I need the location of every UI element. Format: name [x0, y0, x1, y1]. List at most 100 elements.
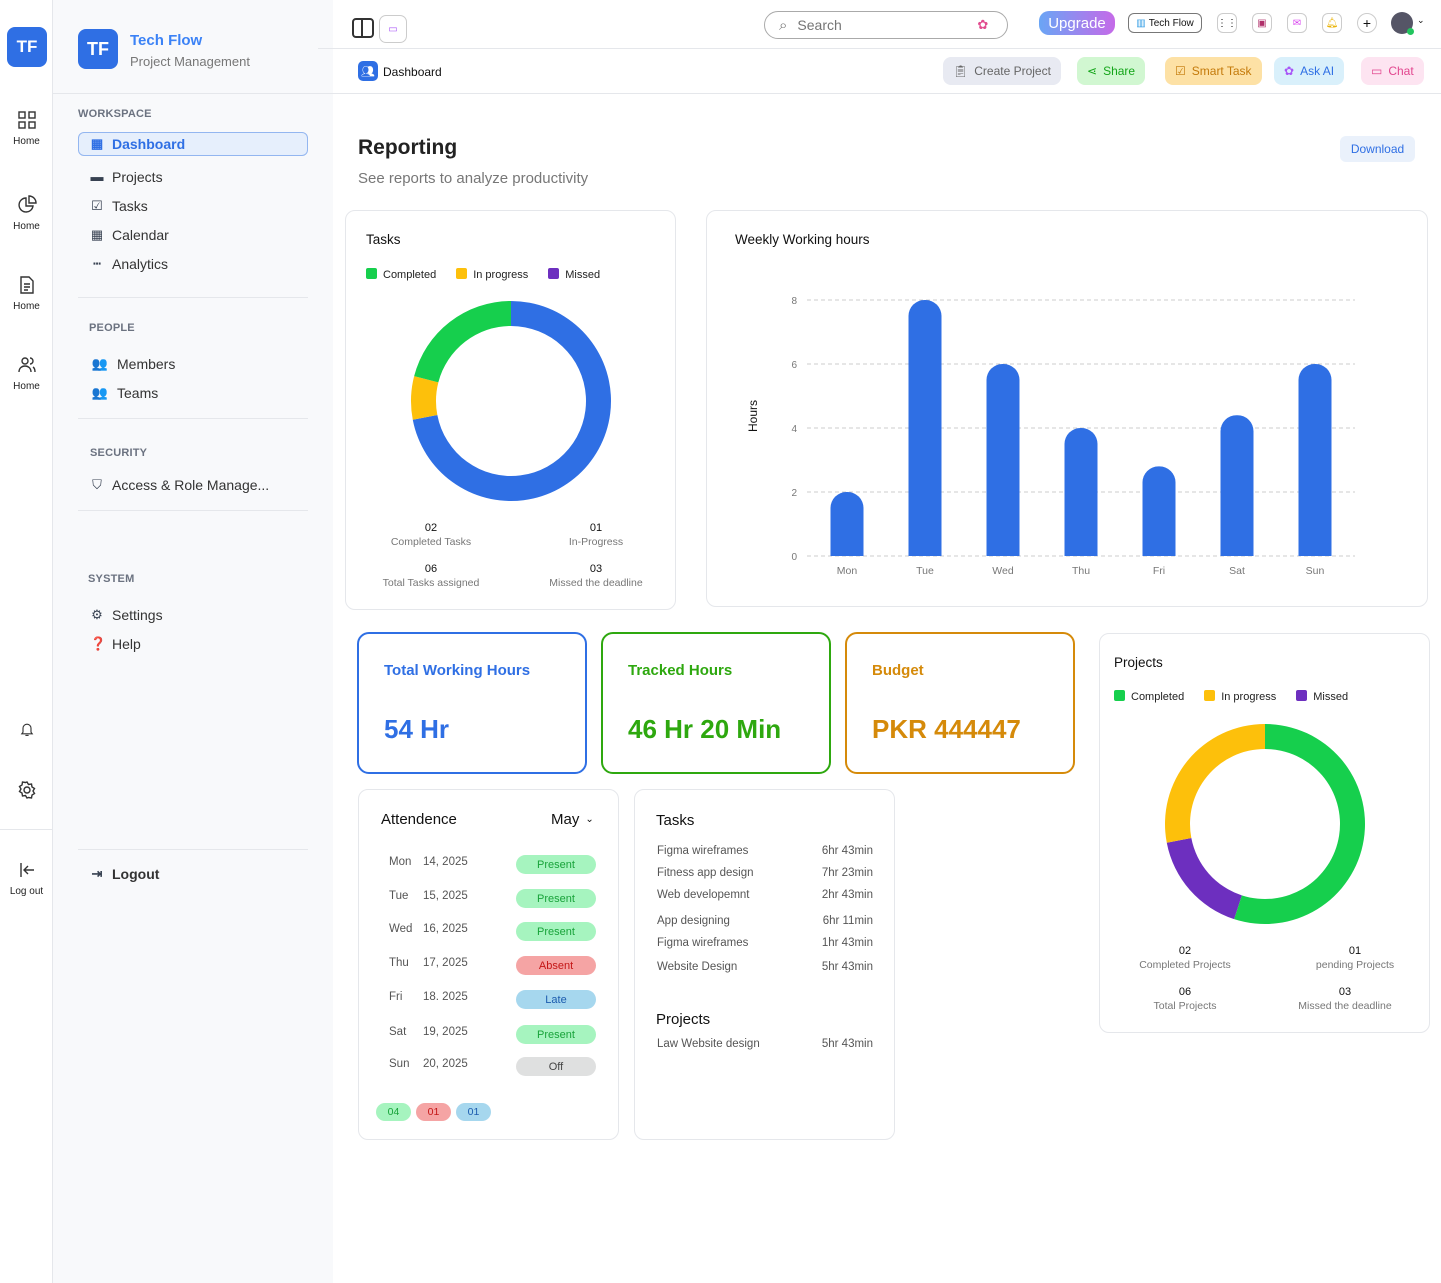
rail-notifications[interactable] — [0, 721, 53, 743]
avatar[interactable] — [1391, 12, 1414, 35]
bar-base — [986, 540, 1020, 556]
sidebar-item-projects[interactable]: ▬ Projects — [90, 169, 163, 185]
kpi-title: Total Working Hours — [384, 662, 531, 679]
bar-thu — [1064, 428, 1098, 556]
bell-icon[interactable]: 🔔︎ — [1322, 13, 1342, 33]
bar-base — [1064, 540, 1098, 556]
reports-icon[interactable]: ▣ — [1252, 13, 1272, 33]
brand-logo: TF — [78, 29, 118, 69]
brand-subtitle: Project Management — [130, 54, 250, 69]
sidebar-item-calendar[interactable]: ▦ Calendar — [90, 227, 169, 243]
upgrade-button[interactable]: Upgrade — [1039, 11, 1115, 35]
y-tick-label: 0 — [791, 552, 797, 563]
sidebar-logout[interactable]: ⇥ Logout — [91, 866, 160, 882]
panel-toggle-icon[interactable] — [352, 18, 374, 38]
dashboard-icon: 👥︎ — [358, 61, 378, 81]
bar-base — [830, 540, 864, 556]
stat-total: 06 Total Projects — [1153, 986, 1217, 1012]
sidebar-item-dashboard[interactable]: ▦ Dashboard — [78, 132, 308, 156]
calendar-icon: ▦ — [90, 227, 104, 242]
ai-sparkle-icon[interactable]: ✿ — [977, 17, 989, 32]
sidebar-item-teams[interactable]: 👥 Teams — [91, 385, 159, 401]
rail-logout[interactable]: Log out — [0, 860, 53, 897]
legend-missed: Missed — [548, 268, 600, 281]
apps-icon[interactable]: ⋮⋮ — [1217, 13, 1237, 33]
rail-item-home[interactable]: Home — [0, 110, 53, 147]
ask-ai-button[interactable]: ✿ Ask AI — [1274, 57, 1345, 85]
late-count-badge: 01 — [456, 1103, 491, 1121]
rail-item-reports[interactable]: Home — [0, 195, 53, 232]
gear-icon — [18, 781, 35, 799]
share-button[interactable]: ⋖ Share — [1077, 57, 1146, 85]
page-subtitle: See reports to analyze productivity — [358, 170, 589, 187]
add-icon[interactable]: + — [1357, 13, 1377, 33]
shield-icon: ⛉ — [92, 477, 102, 492]
attendance-row: Wed 16, 2025 Present — [389, 922, 599, 941]
clipboard-check-icon: ☑ — [1175, 64, 1186, 78]
rail-item-users[interactable]: Home — [0, 355, 53, 392]
sidebar-item-tasks[interactable]: ☑ Tasks — [91, 198, 148, 214]
sidebar-item-access-roles[interactable]: ⛉ Access & Role Manage... — [90, 477, 269, 493]
status-badge: Absent — [516, 956, 596, 975]
rail-logo[interactable]: TF — [7, 27, 47, 67]
tasks-donut-chart — [411, 301, 611, 501]
help-icon: ❓ — [90, 636, 107, 651]
weekly-hours-card: Weekly Working hours 0 2 4 6 8 Hours Mon Tue Wed… — [706, 210, 1428, 607]
gear-icon: ⚙ — [91, 607, 103, 622]
sidebar-item-analytics[interactable]: ┅ Analytics — [90, 256, 168, 272]
kpi-value: PKR 444447 — [872, 714, 1021, 744]
page-title: Reporting — [358, 136, 458, 159]
chevron-down-icon[interactable]: ⌄ — [1417, 15, 1425, 25]
bell-icon — [20, 723, 33, 736]
attendance-row: Sun 20, 2025 Off — [389, 1057, 599, 1076]
list-item[interactable]: Web developemnt 2hr 43min — [657, 889, 873, 901]
list-item[interactable]: Law Website design 5hr 43min — [657, 1038, 873, 1050]
y-tick-label: 2 — [791, 488, 797, 499]
create-project-button[interactable]: 📋︎ Create Project — [943, 57, 1061, 85]
list-item[interactable]: Website Design 5hr 43min — [657, 961, 873, 973]
mail-icon[interactable]: ✉ — [1287, 13, 1307, 33]
logout-icon — [19, 863, 34, 877]
search-input[interactable] — [797, 17, 968, 33]
sidebar: TF Tech Flow Project Management WORKSPAC… — [53, 0, 333, 1283]
rail-item-documents[interactable]: Home — [0, 275, 53, 312]
kpi-total-working-hours: Total Working Hours 54 Hr — [357, 632, 587, 774]
chart-legend: Completed In progress Missed — [1114, 690, 1348, 703]
donut-slice-in-progress — [411, 376, 439, 420]
chat-icon: ▭ — [1371, 64, 1383, 78]
weekly-hours-bar-chart: 0 2 4 6 8 Hours Mon Tue Wed Thu Fri Sat Sun — [746, 296, 1355, 577]
month-select[interactable]: May ⌄ — [551, 811, 594, 828]
list-item[interactable]: App designing 6hr 11min — [657, 915, 873, 927]
kpi-title: Budget — [872, 662, 924, 679]
search-bar[interactable]: ⌕ ✿ — [764, 11, 1008, 39]
divider — [78, 418, 308, 419]
list-item[interactable]: Fitness app design 7hr 23min — [657, 867, 873, 879]
bar-base — [1220, 540, 1254, 556]
y-tick-label: 8 — [791, 296, 797, 307]
checkbox-icon: ☑ — [91, 198, 103, 213]
brand-name: Tech Flow — [130, 32, 203, 49]
download-button[interactable]: Download — [1340, 136, 1415, 162]
ai-sparkle-icon: ✿ — [1284, 64, 1295, 78]
card-title: Weekly Working hours — [735, 232, 870, 247]
sidebar-item-settings[interactable]: ⚙ Settings — [91, 607, 163, 623]
chat-button[interactable]: ▭ Chat — [1361, 57, 1424, 85]
bar-base — [908, 540, 942, 556]
sidebar-item-help[interactable]: ❓ Help — [90, 636, 141, 652]
list-item[interactable]: Figma wireframes 6hr 43min — [657, 845, 873, 857]
share-icon: ⋖ — [1087, 64, 1098, 78]
smart-task-button[interactable]: ☑ Smart Task — [1165, 57, 1262, 85]
calendar-icon[interactable]: ▭ — [379, 15, 407, 43]
attendance-row: Tue 15, 2025 Present — [389, 889, 599, 908]
sidebar-item-members[interactable]: 👥 Members — [91, 356, 176, 372]
status-badge: Present — [516, 922, 596, 941]
projects-title: Projects — [656, 1011, 711, 1028]
x-tick-label: Wed — [992, 565, 1014, 577]
list-item[interactable]: Figma wireframes 1hr 43min — [657, 937, 873, 949]
projects-donut-chart — [1165, 724, 1365, 924]
card-title: Tasks — [656, 812, 695, 829]
rail-settings[interactable] — [0, 780, 53, 806]
section-security: SECURITY — [90, 447, 148, 459]
breadcrumb[interactable]: Dashboard — [383, 65, 442, 79]
workspace-switcher[interactable]: ▥ Tech Flow — [1128, 13, 1202, 33]
